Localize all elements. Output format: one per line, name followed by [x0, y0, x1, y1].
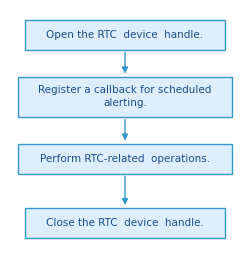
FancyBboxPatch shape: [18, 144, 233, 173]
Text: Perform RTC-related  operations.: Perform RTC-related operations.: [40, 154, 210, 164]
Text: Register a callback for scheduled
alerting.: Register a callback for scheduled alerti…: [38, 85, 212, 108]
Text: Close the RTC  device  handle.: Close the RTC device handle.: [46, 218, 204, 228]
FancyBboxPatch shape: [25, 208, 225, 238]
Text: Open the RTC  device  handle.: Open the RTC device handle.: [46, 30, 203, 40]
FancyBboxPatch shape: [18, 77, 233, 117]
FancyBboxPatch shape: [25, 20, 225, 50]
